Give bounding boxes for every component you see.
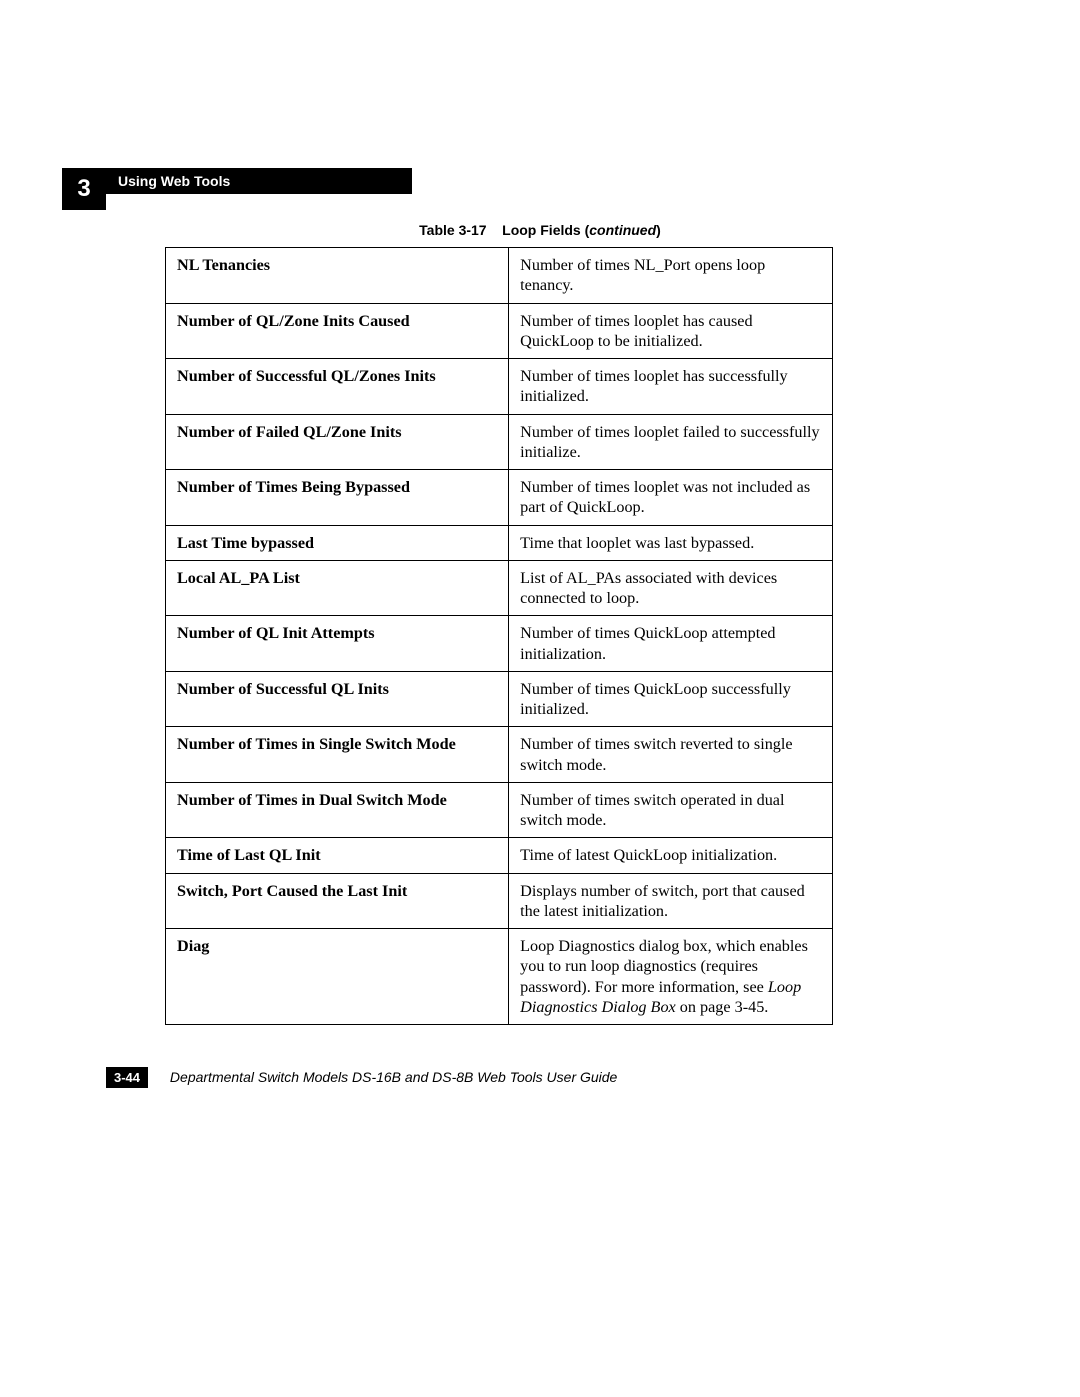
field-desc-cell: Number of times looplet failed to succes… <box>509 414 833 470</box>
table-row: Number of QL Init Attempts Number of tim… <box>166 616 833 672</box>
document-page: 3 Using Web Tools Table 3-17 Loop Fields… <box>0 0 1080 1397</box>
fields-table-container: NL Tenancies Number of times NL_Port ope… <box>165 247 833 1025</box>
field-name-cell: Local AL_PA List <box>166 560 509 616</box>
table-row: Number of Times in Single Switch Mode Nu… <box>166 727 833 783</box>
field-desc-cell: List of AL_PAs associated with devices c… <box>509 560 833 616</box>
field-name-cell: Number of QL Init Attempts <box>166 616 509 672</box>
table-row: NL Tenancies Number of times NL_Port ope… <box>166 248 833 304</box>
table-row: Number of Successful QL Inits Number of … <box>166 671 833 727</box>
field-name-cell: NL Tenancies <box>166 248 509 304</box>
table-row: Last Time bypassed Time that looplet was… <box>166 525 833 560</box>
page-footer: 3-44 Departmental Switch Models DS-16B a… <box>106 1067 1000 1088</box>
field-desc-cell: Time of latest QuickLoop initialization. <box>509 838 833 873</box>
field-name-cell: Time of Last QL Init <box>166 838 509 873</box>
field-name-cell: Number of Times in Dual Switch Mode <box>166 782 509 838</box>
table-caption: Table 3-17 Loop Fields (continued) <box>0 222 1080 238</box>
loop-fields-table: NL Tenancies Number of times NL_Port ope… <box>165 247 833 1025</box>
chapter-number-tab: 3 <box>62 168 106 210</box>
section-header-bar: Using Web Tools <box>106 168 412 194</box>
table-row: Time of Last QL Init Time of latest Quic… <box>166 838 833 873</box>
field-name-cell: Number of Times in Single Switch Mode <box>166 727 509 783</box>
table-row: Number of Successful QL/Zones Inits Numb… <box>166 359 833 415</box>
table-row: Switch, Port Caused the Last Init Displa… <box>166 873 833 929</box>
table-row: Number of QL/Zone Inits Caused Number of… <box>166 303 833 359</box>
field-name-cell: Number of Successful QL/Zones Inits <box>166 359 509 415</box>
field-name-cell: Number of Times Being Bypassed <box>166 470 509 526</box>
field-name-cell: Last Time bypassed <box>166 525 509 560</box>
field-desc-cell: Number of times switch reverted to singl… <box>509 727 833 783</box>
field-desc-cell: Time that looplet was last bypassed. <box>509 525 833 560</box>
table-row: Number of Times Being Bypassed Number of… <box>166 470 833 526</box>
field-desc-cell: Number of times looplet has caused Quick… <box>509 303 833 359</box>
book-title: Departmental Switch Models DS-16B and DS… <box>170 1069 617 1085</box>
field-desc-cell: Number of times QuickLoop successfully i… <box>509 671 833 727</box>
caption-emphasis: continued <box>589 222 656 238</box>
field-desc-cell: Number of times QuickLoop attempted init… <box>509 616 833 672</box>
diag-desc-after: on page 3-45. <box>676 998 769 1016</box>
page-number: 3-44 <box>106 1067 148 1088</box>
caption-suffix: ) <box>656 222 661 238</box>
field-name-cell: Number of Successful QL Inits <box>166 671 509 727</box>
field-desc-cell: Number of times looplet has successfully… <box>509 359 833 415</box>
field-desc-cell: Number of times looplet was not included… <box>509 470 833 526</box>
field-desc-cell: Number of times NL_Port opens loop tenan… <box>509 248 833 304</box>
field-desc-cell: Number of times switch operated in dual … <box>509 782 833 838</box>
field-desc-cell: Displays number of switch, port that cau… <box>509 873 833 929</box>
table-row: Number of Times in Dual Switch Mode Numb… <box>166 782 833 838</box>
diag-desc-before: Loop Diagnostics dialog box, which enabl… <box>520 937 808 996</box>
table-row: Diag Loop Diagnostics dialog box, which … <box>166 929 833 1025</box>
field-name-cell: Diag <box>166 929 509 1025</box>
field-name-cell: Switch, Port Caused the Last Init <box>166 873 509 929</box>
caption-prefix: Table 3-17 <box>419 222 486 238</box>
field-desc-cell: Loop Diagnostics dialog box, which enabl… <box>509 929 833 1025</box>
section-title: Using Web Tools <box>118 173 230 189</box>
table-row: Number of Failed QL/Zone Inits Number of… <box>166 414 833 470</box>
field-name-cell: Number of Failed QL/Zone Inits <box>166 414 509 470</box>
caption-title: Loop Fields ( <box>502 222 589 238</box>
chapter-number: 3 <box>77 175 90 203</box>
table-row: Local AL_PA List List of AL_PAs associat… <box>166 560 833 616</box>
field-name-cell: Number of QL/Zone Inits Caused <box>166 303 509 359</box>
